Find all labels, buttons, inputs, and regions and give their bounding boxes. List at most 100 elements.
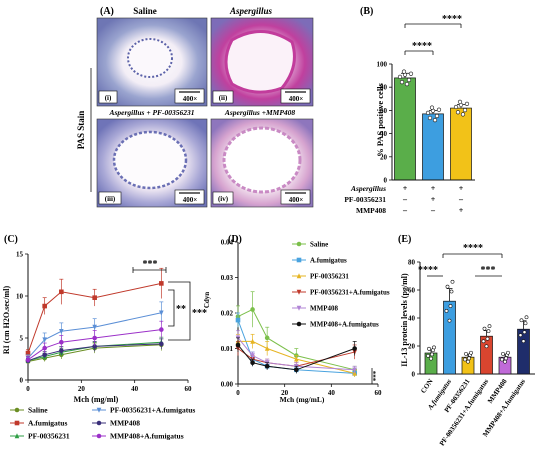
c-series-mmp408-point [42, 352, 47, 358]
b-condition-mark: – [402, 195, 408, 204]
panel-d-chart: 0.00 0.01 0.02 0.03 0.04 0 20 40 60 [221, 239, 382, 398]
b-condition-label: PF-00356231 [344, 195, 386, 204]
e-data-point [445, 284, 450, 289]
e-sig-left: **** [418, 265, 438, 276]
b-condition-mark: + [403, 184, 408, 193]
d-legend-label: PF-00356231+A.fumigatus [310, 289, 390, 297]
b-data-point [464, 101, 470, 107]
e-data-point [450, 279, 455, 284]
b-condition-label: Aspergillus [350, 184, 386, 193]
b-sig-outer: **** [442, 14, 462, 25]
b-condition-mark: + [459, 184, 464, 193]
c-legend-marker [96, 420, 102, 426]
e-data-point [501, 351, 505, 356]
d-x-tick-label: 20 [281, 389, 289, 397]
panel-d-ylabel: Cdyn [203, 292, 211, 308]
e-y-tick-label: 40 [408, 315, 416, 323]
c-series-mmp408-a-fumigatus-point [25, 357, 31, 363]
d-y-tick-label: 0.04 [221, 239, 234, 247]
c-series-a-fumigatus-point [92, 295, 97, 300]
e-data-point [523, 321, 528, 326]
panel-b-label: (B) [360, 6, 373, 17]
c-series-mmp408-point [92, 344, 97, 349]
c-series-mmp408-point [159, 341, 164, 347]
panel-b: (B) % PAS positive cells 0 20 40 60 80 100 Asp… [344, 6, 475, 215]
c-series-mmp408-point [59, 348, 64, 353]
b-condition-mark: – [458, 195, 464, 204]
d-series-mmp408-point [352, 367, 357, 373]
e-data-point [464, 351, 468, 356]
d-y-tick-label: 0.02 [221, 310, 234, 318]
c-legend-label: MMP408 [110, 419, 140, 428]
tile-iii: (iii) 400× [96, 118, 208, 208]
e-data-point [463, 357, 467, 362]
tile-iii-caption: Aspergillus + PF-00356231 [108, 108, 194, 117]
b-data-point [397, 74, 403, 79]
c-series-a-fumigatus-point [59, 289, 64, 295]
b-data-point [453, 104, 459, 110]
d-series-pf-00356231-point [264, 345, 270, 351]
d-y-tick-label: 0.01 [221, 345, 234, 353]
d-series-pf-00356231-point [250, 338, 255, 344]
panel-c-ylabel: RI (cm H2O.sec/ml) [2, 286, 11, 355]
c-legend-label: PF-00356231 [28, 432, 70, 441]
c-series-mmp408-a-fumigatus-point [92, 335, 97, 341]
c-legend-marker [96, 407, 102, 413]
c-y-tick-label: 0 [20, 377, 24, 385]
d-legend-label: Saline [310, 241, 328, 249]
b-bar [422, 113, 444, 181]
c-legend-marker [14, 433, 20, 439]
d-legend-label: MMP408+A.fumigatus [310, 321, 379, 329]
d-legend-marker [296, 257, 302, 263]
tile-i-tag: (i) [105, 94, 112, 102]
panel-c-legend: Saline A.fumigatus PF-00356231 PF-00356231+… [10, 406, 195, 441]
e-data-point [503, 359, 507, 364]
b-bar [394, 77, 416, 181]
panel-a-label: (A) [100, 6, 114, 17]
panel-c-chart: 0 5 10 15 0 20 40 60 [16, 251, 192, 394]
e-y-tick-label: 0 [412, 371, 416, 379]
tile-iv-scale: 400× [289, 196, 304, 204]
c-legend-marker [14, 407, 20, 413]
e-data-point [487, 324, 492, 329]
e-data-point [484, 344, 489, 349]
e-y-tick-label: 80 [408, 259, 416, 267]
tile-iii-tag: (iii) [105, 195, 116, 203]
e-data-point [486, 329, 491, 334]
panel-d-label: (D) [228, 234, 242, 245]
b-condition-label: MMP408 [356, 206, 386, 215]
c-legend-label: PF-00356231+A.fumigatus [110, 406, 195, 415]
b-condition-mark: – [402, 206, 408, 215]
b-data-point [460, 112, 466, 117]
d-y-tick-label: 0.00 [221, 381, 234, 389]
b-bar [450, 107, 472, 181]
e-data-point [449, 289, 454, 294]
b-data-point [429, 105, 435, 110]
tile-ii-scale: 400× [289, 95, 304, 103]
e-data-point [522, 330, 527, 335]
tile-ii-tag: (ii) [219, 94, 228, 102]
d-legend-label: PF-00356231 [310, 273, 349, 281]
e-data-point [506, 350, 510, 355]
b-data-point [401, 69, 407, 74]
e-data-point [430, 352, 434, 357]
c-series-pf-00356231-a-fumigatus-point [42, 337, 47, 343]
c-legend-label: MMP408+A.fumigatus [110, 432, 184, 441]
c-sig-bracket-mid [168, 289, 175, 327]
b-condition-mark: + [459, 206, 464, 215]
b-data-point [455, 110, 461, 115]
tile-i: (i) 400× [96, 17, 208, 107]
d-sig: *** [372, 370, 380, 381]
d-legend-marker [296, 289, 302, 295]
panel-d: (D) Cdyn Mch (mg/mL) 0.000.010.020.030.0… [203, 234, 390, 404]
b-data-point [404, 82, 410, 87]
e-data-point [432, 345, 436, 350]
tile-iii-scale: 400× [183, 196, 198, 204]
panel-e-ylabel: IL-13 protein levels (pg/ml) [400, 273, 409, 367]
d-series-saline-point [264, 335, 270, 341]
c-x-tick-label: 40 [131, 385, 139, 393]
d-legend-marker [296, 241, 302, 247]
c-series-pf-00356231-a-fumigatus-point [92, 324, 97, 330]
d-legend-label: A.fumigatus [310, 257, 347, 265]
c-series-a-fumigatus-point [42, 303, 47, 309]
